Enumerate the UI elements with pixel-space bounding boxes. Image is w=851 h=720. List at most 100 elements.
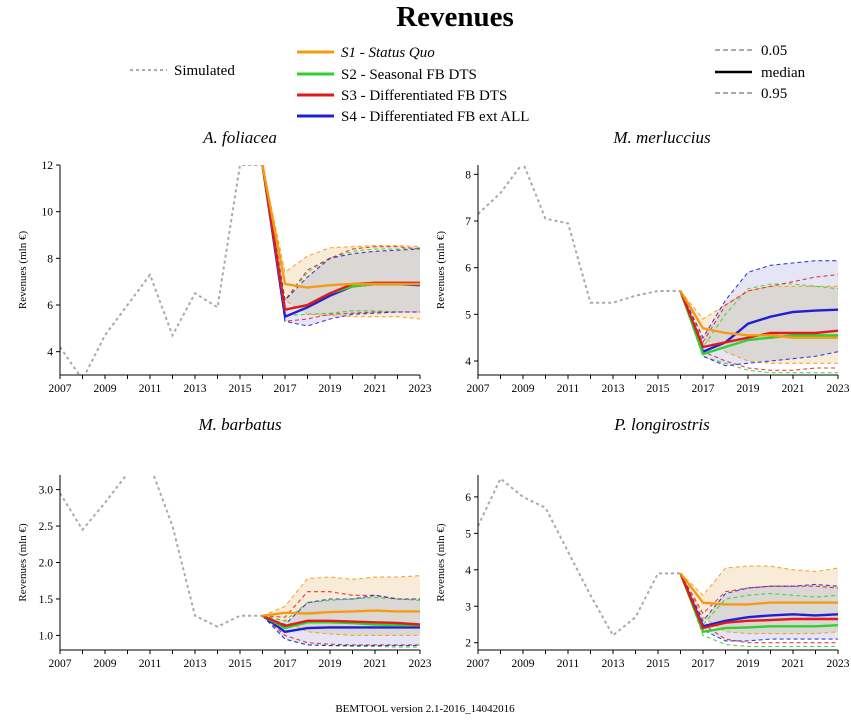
- x-tick-label: 2017: [274, 658, 297, 670]
- series-s3-median: [262, 614, 420, 628]
- y-axis-label: Revenues (mln €): [17, 523, 29, 602]
- x-tick-label: 2009: [512, 658, 535, 670]
- series-s1-median: [261, 165, 420, 289]
- series-s2-q95: [679, 573, 838, 626]
- series-s1-median: [679, 290, 838, 339]
- x-tick-label: 2011: [139, 383, 162, 395]
- series-s3-q05: [262, 615, 420, 646]
- x-tick-label: 2023: [409, 658, 432, 670]
- panel-title: A. foliacea: [202, 128, 277, 147]
- y-tick-label: 5: [465, 528, 471, 540]
- series-s4-q95: [680, 573, 838, 622]
- x-tick-label: 2015: [229, 383, 252, 395]
- series-s1-q05: [261, 165, 420, 320]
- figure-title: Revenues: [396, 1, 514, 33]
- x-tick-label: 2021: [364, 658, 387, 670]
- legend-q95-label: 0.95: [761, 86, 787, 102]
- x-tick-label: 2023: [827, 658, 850, 670]
- series-s4-q05: [679, 290, 838, 367]
- x-tick-label: 2007: [49, 383, 72, 395]
- series-s4-q05: [261, 165, 420, 327]
- panel-title: M. merluccius: [612, 128, 711, 147]
- series-s4-median: [261, 614, 420, 634]
- y-tick-label: 6: [465, 492, 471, 504]
- x-tick-label: 2015: [647, 658, 670, 670]
- y-axis-label: Revenues (mln €): [435, 231, 447, 310]
- series-s1-q05: [680, 573, 838, 635]
- y-tick-label: 1.0: [39, 630, 54, 642]
- y-tick-label: 4: [465, 565, 471, 577]
- chart-panels: A. foliacea Revenues (mln €) 4 6 8 10 12 2007 20…: [17, 128, 850, 670]
- series-s1-q95: [680, 285, 838, 320]
- x-tick-label: 2019: [737, 658, 760, 670]
- plot-area: [60, 475, 420, 648]
- series-s2-median: [679, 290, 838, 356]
- series-s1-q05: [262, 615, 420, 636]
- legend-s4-label: S4 - Differentiated FB ext ALL: [341, 109, 529, 125]
- y-tick-label: 2: [465, 638, 471, 650]
- series-s4-q95: [262, 594, 420, 626]
- legend-simulated-label: Simulated: [174, 63, 235, 79]
- x-tick-label: 2009: [94, 383, 117, 395]
- x-tick-label: 2013: [184, 383, 207, 395]
- series-s4-q95: [680, 260, 838, 339]
- series-s4-q05: [262, 615, 420, 647]
- series-s1-median: [679, 572, 838, 606]
- y-tick-label: 3: [465, 601, 471, 613]
- chart-panel-4: P. longirostris Revenues (mln €) 2 3 4 5 6 2007…: [435, 415, 850, 670]
- y-tick-label: 6: [465, 263, 471, 275]
- x-tick-label: 2017: [692, 658, 715, 670]
- y-tick-label: 10: [42, 207, 54, 219]
- x-tick-label: 2019: [319, 383, 342, 395]
- y-tick-label: 4: [47, 347, 53, 359]
- footer-version: BEMTOOL version 2.1-2016_14042016: [335, 703, 515, 715]
- x-tick-label: 2007: [467, 383, 490, 395]
- series-s3-q95: [261, 165, 420, 302]
- x-tick-label: 2015: [647, 383, 670, 395]
- panel-title: P. longirostris: [613, 415, 710, 434]
- chart-panel-3: M. barbatus Revenues (mln €) 1.0 1.5 2.0 2.5 3…: [17, 415, 432, 670]
- series-s4-median: [679, 290, 838, 354]
- series-simulated: [478, 165, 681, 304]
- y-tick-label: 3.0: [39, 485, 54, 497]
- y-tick-label: 4: [465, 356, 471, 368]
- legend-s1-label: S1 - Status Quo: [341, 45, 435, 61]
- series-s2-median: [261, 614, 420, 630]
- series-simulated: [60, 475, 263, 628]
- series-s4-median: [679, 572, 838, 628]
- series-s2-q95: [262, 596, 420, 622]
- x-tick-label: 2019: [319, 658, 342, 670]
- x-tick-label: 2013: [602, 383, 625, 395]
- series-s4-q95: [261, 165, 420, 302]
- series-s3-q05: [679, 290, 838, 371]
- chart-panel-2: M. merluccius Revenues (mln €) 4 5 6 7 8 2007 20…: [435, 128, 850, 395]
- x-tick-label: 2017: [274, 383, 297, 395]
- legend-median-label: median: [761, 65, 806, 81]
- series-s3-q05: [679, 573, 838, 644]
- series-s3-median: [679, 572, 838, 630]
- plot-area: [478, 477, 838, 647]
- series-s1-q95: [680, 565, 838, 597]
- series-s1-median: [262, 609, 420, 617]
- x-tick-label: 2011: [139, 658, 162, 670]
- x-tick-label: 2013: [184, 658, 207, 670]
- band-overlap: [262, 165, 420, 316]
- legend-s2-label: S2 - Seasonal FB DTS: [341, 67, 477, 83]
- x-tick-label: 2009: [512, 383, 535, 395]
- y-tick-label: 2.0: [39, 558, 54, 570]
- x-tick-label: 2011: [557, 658, 580, 670]
- x-tick-label: 2015: [229, 658, 252, 670]
- series-s1-q95: [262, 575, 420, 617]
- x-tick-label: 2023: [827, 383, 850, 395]
- y-tick-label: 8: [465, 169, 471, 181]
- series-s3-q95: [680, 573, 838, 615]
- legend-s3-label: S3 - Differentiated FB DTS: [341, 88, 507, 104]
- series-simulated: [60, 165, 263, 375]
- x-tick-label: 2023: [409, 383, 432, 395]
- y-axis-label: Revenues (mln €): [435, 523, 447, 602]
- x-tick-label: 2007: [467, 658, 490, 670]
- series-s2-q05: [679, 573, 838, 647]
- x-tick-label: 2021: [364, 383, 387, 395]
- y-tick-label: 7: [465, 216, 471, 228]
- x-tick-label: 2019: [737, 383, 760, 395]
